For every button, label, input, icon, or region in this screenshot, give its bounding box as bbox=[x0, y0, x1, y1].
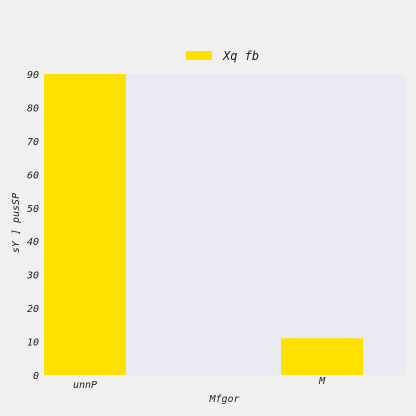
bar bbox=[44, 74, 126, 375]
legend-swatch bbox=[186, 51, 212, 60]
bar-series bbox=[44, 74, 363, 375]
x-tick-label: unnP bbox=[73, 380, 97, 391]
y-tick-label: 60 bbox=[27, 170, 39, 181]
legend: Xq fb bbox=[186, 49, 259, 63]
y-axis-label: sY ] pusSP bbox=[11, 193, 22, 253]
y-tick-label: 20 bbox=[27, 304, 39, 315]
legend-label: Xq fb bbox=[222, 49, 259, 63]
x-tick-label: M bbox=[318, 376, 326, 387]
y-tick-label: 10 bbox=[27, 338, 39, 349]
y-tick-label: 90 bbox=[27, 70, 39, 81]
x-axis: unnP M bbox=[73, 376, 326, 391]
y-tick-label: 80 bbox=[27, 103, 39, 114]
y-tick-label: 50 bbox=[27, 204, 39, 215]
y-tick-label: 30 bbox=[26, 271, 39, 282]
y-tick-label: 0 bbox=[33, 371, 39, 382]
y-tick-label: 70 bbox=[27, 137, 39, 148]
x-axis-label: Mfgor bbox=[208, 394, 239, 405]
bar bbox=[281, 338, 363, 375]
y-tick-label: 40 bbox=[27, 237, 39, 248]
y-axis: 0 10 20 30 40 50 60 70 80 90 bbox=[26, 70, 39, 382]
